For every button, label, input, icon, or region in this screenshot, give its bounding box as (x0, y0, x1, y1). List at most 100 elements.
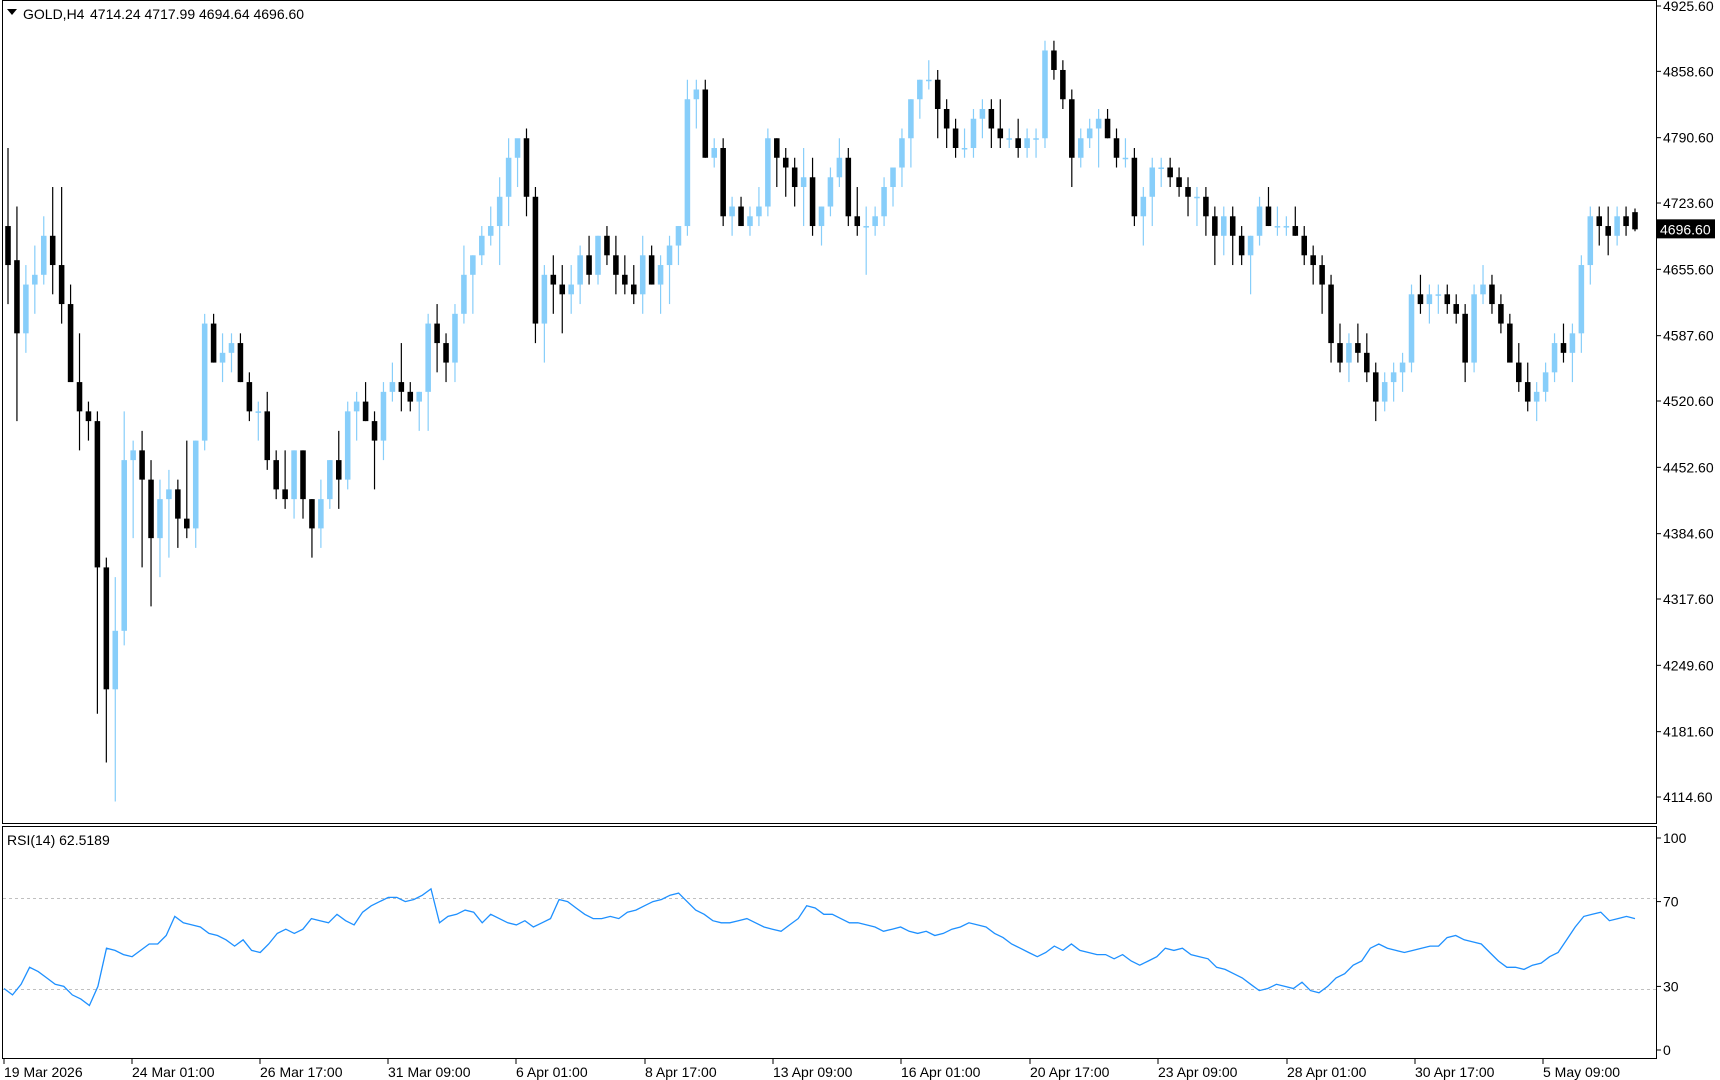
candle (1274, 206, 1281, 236)
candle (756, 187, 762, 227)
time-tick-label: 6 Apr 01:00 (516, 1064, 588, 1080)
candle (1194, 187, 1200, 227)
candle (353, 391, 360, 441)
candle-body (988, 108, 995, 129)
candle-body (809, 177, 816, 227)
candle (362, 382, 369, 422)
candle-body (899, 138, 905, 168)
candle (201, 313, 208, 451)
price-tick-label: 4384.60 (1663, 526, 1714, 542)
candle-body (1176, 177, 1182, 188)
candle-body (550, 274, 557, 285)
candle (1006, 128, 1013, 149)
candle-body (1399, 362, 1406, 373)
candle-body (1185, 187, 1191, 197)
candle-body (782, 157, 789, 168)
candle-body (103, 567, 110, 690)
candle-body (228, 343, 235, 353)
time-tick-label: 24 Mar 01:00 (132, 1064, 215, 1080)
candle-body (1381, 382, 1388, 402)
price-panel-frame (2, 0, 1657, 824)
candle (738, 196, 744, 227)
candle-body (1453, 304, 1459, 314)
symbol-dropdown-icon[interactable] (7, 9, 17, 15)
price-tick-label: 4317.60 (1663, 591, 1714, 607)
candle (809, 157, 816, 236)
rsi-tick-label: 70 (1663, 894, 1679, 910)
price-tick-label: 4587.60 (1663, 328, 1714, 344)
candle (67, 284, 74, 383)
candle-body (917, 79, 923, 100)
candle (309, 499, 315, 558)
candle-body (648, 255, 655, 285)
candle (765, 128, 771, 217)
candle (952, 118, 959, 158)
candle (1516, 343, 1522, 392)
candle (926, 60, 932, 90)
price-tick-label: 4249.60 (1663, 657, 1714, 673)
candle (1158, 157, 1164, 188)
candle-body (890, 167, 896, 188)
candle-body (1337, 343, 1343, 363)
candle-body (675, 226, 682, 246)
candle-body (1042, 50, 1048, 139)
candle-body (112, 630, 119, 690)
candle (747, 206, 753, 236)
candle-body (371, 421, 378, 441)
candle-body (747, 216, 753, 227)
candle (1292, 206, 1299, 236)
candle (1283, 216, 1290, 236)
candle (1033, 128, 1039, 158)
candle-body (1256, 206, 1263, 236)
candle (1623, 206, 1629, 236)
symbol-label[interactable]: GOLD,H4 (23, 6, 85, 22)
candle-body (94, 421, 101, 568)
candle-body (1578, 265, 1585, 334)
candle (130, 440, 136, 539)
candle-body (845, 157, 852, 217)
candle-body (979, 108, 986, 119)
candle-body (1051, 50, 1057, 70)
candle-body (353, 401, 360, 412)
candle (1605, 206, 1611, 256)
candle-body (1194, 196, 1200, 199)
price-tick-label: 4520.60 (1663, 393, 1714, 409)
candle (273, 450, 279, 500)
candle (416, 391, 422, 431)
candle (1113, 128, 1120, 168)
candle-body (1077, 138, 1084, 158)
candle-body (58, 265, 65, 305)
candle (1256, 196, 1263, 246)
candle (818, 206, 825, 246)
candle (595, 235, 601, 285)
candle (729, 196, 735, 236)
candle-body (184, 518, 190, 529)
candle (112, 577, 119, 802)
candle (121, 411, 127, 646)
time-tick-label: 13 Apr 09:00 (773, 1064, 853, 1080)
candle-body (130, 450, 136, 461)
candle-body (613, 255, 619, 275)
candle (1212, 206, 1218, 266)
candle (1310, 245, 1316, 285)
candle (997, 99, 1004, 149)
candle (613, 235, 619, 295)
candle (470, 255, 476, 314)
candle (1069, 89, 1075, 188)
candle-body (881, 187, 887, 217)
candle-body (657, 265, 664, 285)
candle-body (273, 460, 279, 490)
candle-body (666, 245, 673, 266)
candle-body (148, 479, 154, 539)
time-tick-label: 5 May 09:00 (1543, 1064, 1620, 1080)
candle (943, 99, 950, 149)
candle (1587, 206, 1594, 285)
candle-body (952, 128, 959, 149)
candle (1417, 274, 1424, 314)
rsi-layer (3, 887, 1636, 1007)
candle-body (1524, 382, 1531, 402)
candle-body (908, 99, 914, 139)
candle-body (1533, 391, 1540, 402)
candle-body (407, 391, 414, 402)
